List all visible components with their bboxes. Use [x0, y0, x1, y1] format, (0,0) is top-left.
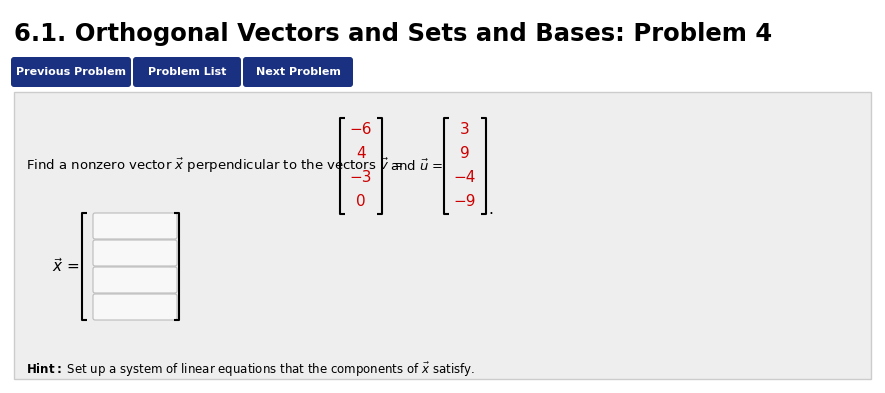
FancyBboxPatch shape [93, 213, 177, 239]
FancyBboxPatch shape [243, 57, 353, 87]
FancyBboxPatch shape [14, 92, 871, 379]
FancyBboxPatch shape [133, 57, 241, 87]
Text: −3: −3 [350, 171, 373, 185]
FancyBboxPatch shape [93, 294, 177, 320]
Text: Find a nonzero vector $\vec{x}$ perpendicular to the vectors $\vec{v}$ =: Find a nonzero vector $\vec{x}$ perpendi… [26, 157, 404, 175]
FancyBboxPatch shape [93, 240, 177, 266]
Text: 4: 4 [356, 147, 366, 162]
FancyBboxPatch shape [11, 57, 131, 87]
Text: and $\vec{u}$ =: and $\vec{u}$ = [390, 158, 443, 174]
Text: 0: 0 [356, 195, 366, 209]
Text: .: . [488, 202, 493, 217]
FancyBboxPatch shape [93, 267, 177, 293]
Text: $\bf{Hint:}$ Set up a system of linear equations that the components of $\vec{x}: $\bf{Hint:}$ Set up a system of linear e… [26, 361, 475, 379]
Text: 6.1. Orthogonal Vectors and Sets and Bases: Problem 4: 6.1. Orthogonal Vectors and Sets and Bas… [14, 22, 772, 46]
Text: Next Problem: Next Problem [256, 67, 341, 77]
Text: 9: 9 [460, 147, 470, 162]
Text: Problem List: Problem List [148, 67, 227, 77]
Text: 3: 3 [460, 123, 470, 138]
Text: Previous Problem: Previous Problem [16, 67, 126, 77]
Text: $\vec{x}$ =: $\vec{x}$ = [52, 257, 80, 275]
Text: −9: −9 [454, 195, 476, 209]
Text: −4: −4 [454, 171, 476, 185]
Text: −6: −6 [350, 123, 373, 138]
